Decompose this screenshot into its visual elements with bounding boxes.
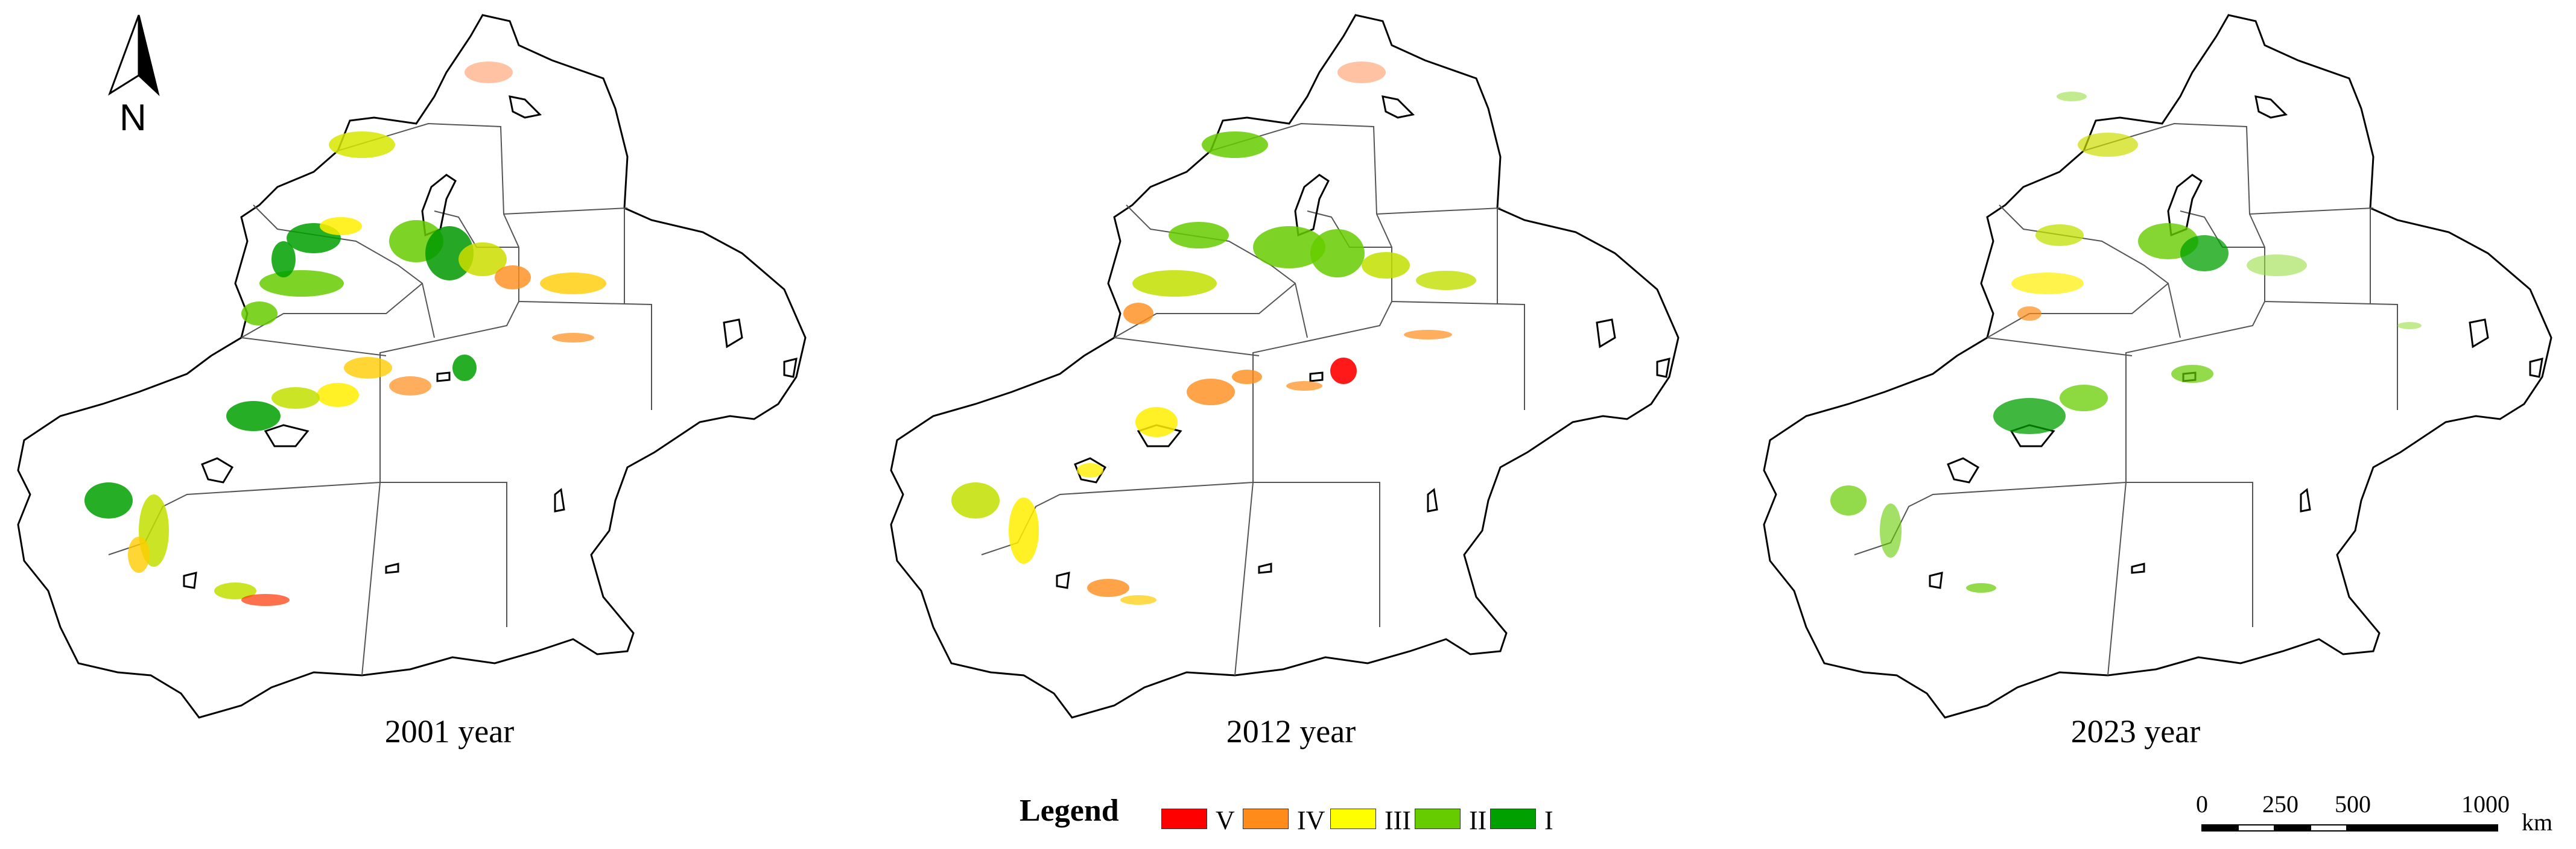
scale-tick-250: 250 (2262, 791, 2298, 818)
scale-unit: km (2522, 809, 2553, 836)
scale-tick-0: 0 (2196, 791, 2208, 818)
year-label-2023: 2023 year (2070, 713, 2201, 750)
legend-label-iv: IV (1297, 806, 1325, 835)
ecological-patches-2012 (951, 62, 1476, 605)
ecological-patches-2001 (84, 62, 606, 606)
north-arrow-icon (108, 14, 160, 96)
legend-label-i: I (1544, 806, 1553, 835)
year-label-2012: 2012 year (1226, 713, 1356, 750)
legend-label-v: V (1216, 806, 1235, 835)
map-panel-2001 (17, 14, 807, 719)
scale-bar (2201, 824, 2498, 832)
scale-tick-1000: 1000 (2461, 791, 2510, 818)
legend-swatch-i (1490, 809, 1536, 829)
ecological-patches-2023 (1830, 92, 2422, 593)
legend-swatch-iii (1330, 809, 1376, 829)
map-panel-2012 (890, 14, 1680, 719)
legend-label-iii: III (1385, 806, 1411, 835)
legend-swatch-ii (1415, 809, 1461, 829)
legend-swatch-v (1161, 809, 1207, 829)
legend-label-ii: II (1469, 806, 1487, 835)
map-panel-2023 (1763, 14, 2552, 719)
legend-title: Legend (1020, 794, 1119, 828)
scale-tick-500: 500 (2335, 791, 2371, 818)
legend-swatch-iv (1243, 809, 1289, 829)
north-label: N (119, 97, 147, 139)
year-label-2001: 2001 year (384, 713, 515, 750)
